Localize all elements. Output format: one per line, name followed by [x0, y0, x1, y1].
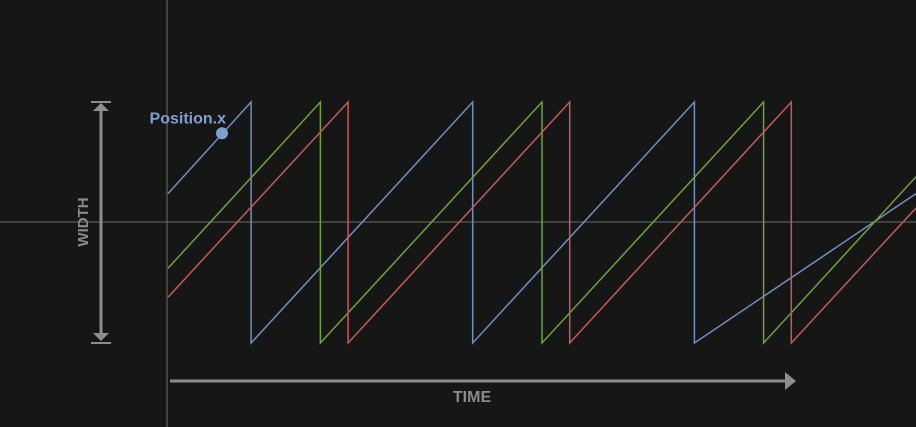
- sawtooth-series-1: [167, 100, 916, 345]
- position-x-marker[interactable]: [216, 127, 228, 140]
- width-label: WIDTH: [75, 197, 92, 246]
- time-label: TIME: [453, 389, 492, 406]
- width-arrow: [91, 101, 111, 344]
- time-arrow: [170, 372, 796, 390]
- position-x-label: Position.x: [150, 110, 227, 127]
- sawtooth-series-2: [167, 100, 916, 345]
- sawtooth-series-3: [167, 100, 916, 345]
- curves-group: [167, 100, 916, 345]
